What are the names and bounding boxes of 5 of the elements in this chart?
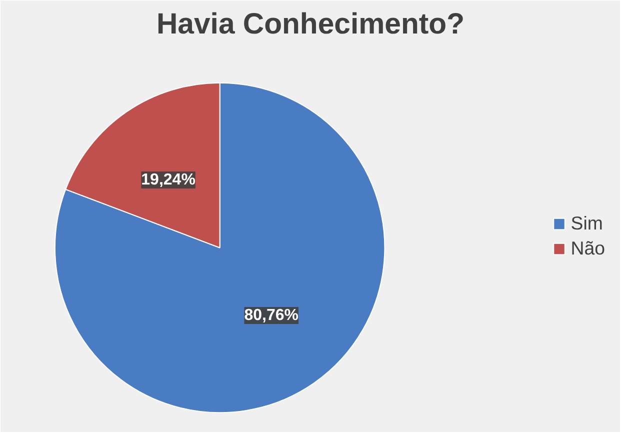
data-label: 19,24% [141, 171, 196, 188]
legend-label: Não [570, 238, 605, 260]
legend-label: Sim [570, 212, 603, 234]
data-label: 80,76% [244, 307, 298, 324]
chart-title: Havia Conhecimento? [156, 8, 465, 40]
